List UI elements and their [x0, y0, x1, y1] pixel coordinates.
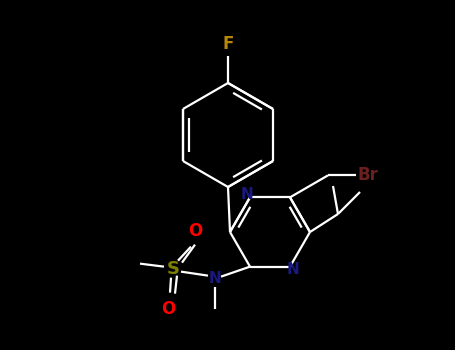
Text: N: N	[241, 187, 253, 202]
Text: S: S	[167, 260, 180, 278]
Text: N: N	[287, 262, 299, 277]
Text: O: O	[188, 222, 202, 240]
Text: N: N	[209, 271, 222, 286]
Text: Br: Br	[358, 166, 379, 184]
Text: O: O	[161, 300, 175, 318]
Text: F: F	[222, 35, 234, 53]
